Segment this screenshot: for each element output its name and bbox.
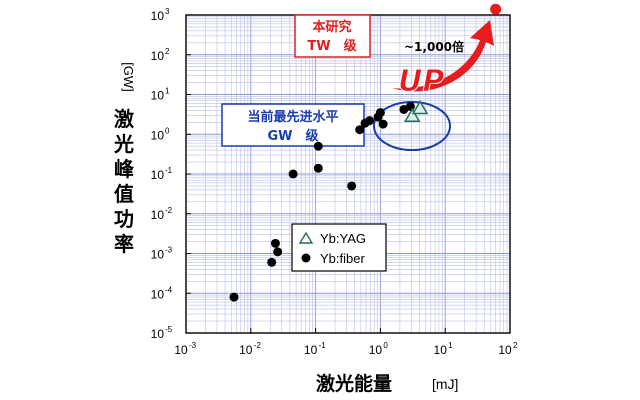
legend-circle-icon: [301, 253, 311, 263]
target-point: [490, 3, 502, 15]
current-label-line2: GW 级: [267, 128, 319, 144]
y-axis-label-char: 值: [114, 182, 134, 206]
target-label-line2: TW 级: [307, 38, 357, 54]
y-tick-label: 10: [151, 49, 165, 63]
legend-label: Yb:YAG: [320, 231, 366, 246]
y-axis-label-char: 光: [113, 132, 134, 156]
y-tick-exponent: 2: [165, 47, 170, 56]
y-tick-exponent: 0: [165, 126, 170, 135]
x-tick-exponent: -1: [319, 341, 327, 350]
fiber-point: [355, 125, 365, 135]
y-tick-label: 10: [151, 248, 165, 262]
fiber-point: [267, 257, 277, 267]
x-tick-exponent: 1: [448, 341, 453, 350]
y-tick-label: 10: [151, 168, 165, 182]
cluster-highlight-ellipse: [373, 101, 451, 151]
y-tick-label: 10: [151, 208, 165, 222]
up-arrow-icon: [392, 20, 494, 92]
fiber-point: [405, 101, 415, 111]
y-tick-exponent: -5: [165, 325, 173, 334]
legend-label: Yb:fiber: [320, 251, 365, 266]
legend-triangle-icon: [298, 231, 314, 244]
y-tick-exponent: -4: [165, 285, 173, 294]
fiber-point: [313, 163, 323, 173]
grid: [185, 15, 510, 334]
y-tick-exponent: -2: [165, 206, 173, 215]
x-tick-label: 10: [304, 343, 318, 357]
y-tick-exponent: 3: [165, 7, 170, 16]
y-tick-label: 10: [151, 287, 165, 301]
y-axis-label-char: 峰: [114, 157, 134, 181]
fiber-point: [270, 238, 280, 248]
legend-box: [291, 223, 387, 272]
y-tick-exponent: -3: [165, 246, 173, 255]
y-axis-unit: [GW]: [121, 62, 136, 92]
x-tick-label: 10: [369, 343, 383, 357]
x-tick-label: 10: [498, 343, 512, 357]
fiber-point: [365, 116, 375, 126]
fiber-point: [378, 119, 388, 129]
fiber-point: [375, 108, 385, 118]
y-axis-label-char: 功: [114, 207, 134, 231]
fiber-point: [288, 169, 298, 179]
target-box: [294, 14, 371, 58]
y-tick-label: 10: [151, 9, 165, 23]
y-tick-label: 10: [151, 89, 165, 103]
x-tick-exponent: -3: [189, 341, 197, 350]
legend: Yb:YAG Yb:fiber: [298, 231, 366, 266]
x-axis-unit: [mJ]: [432, 376, 458, 392]
target-label-line1: 本研究: [312, 19, 351, 35]
fiber-point: [273, 247, 283, 257]
x-tick-label: 10: [434, 343, 448, 357]
y-tick-exponent: -1: [165, 166, 173, 175]
y-tick-label: 10: [151, 128, 165, 142]
fiber-point: [347, 181, 357, 191]
y-tick-exponent: 1: [165, 87, 170, 96]
x-tick-exponent: 0: [383, 341, 388, 350]
x-tick-label: 10: [239, 343, 253, 357]
fiber-point: [313, 141, 323, 151]
data-marks: [229, 3, 502, 302]
x-tick-label: 10: [174, 343, 188, 357]
yag-point: [411, 100, 429, 115]
y-axis-label-char: 率: [114, 232, 134, 256]
x-axis-ticks: 10 -3 10 -2 10 -1 10 0 10 1 10 2: [174, 328, 518, 357]
fiber-point: [229, 292, 239, 302]
x-tick-exponent: -2: [254, 341, 262, 350]
up-text: UP: [398, 64, 444, 99]
x-axis-label: 激光能量: [316, 372, 392, 395]
yag-point: [403, 107, 421, 123]
y-axis-label-char: 激: [114, 107, 134, 131]
y-tick-label: 10: [151, 327, 165, 341]
gain-label: ~1,000倍: [404, 39, 464, 54]
current-label-line1: 当前最先进水平: [247, 109, 338, 125]
x-tick-exponent: 2: [513, 341, 518, 350]
